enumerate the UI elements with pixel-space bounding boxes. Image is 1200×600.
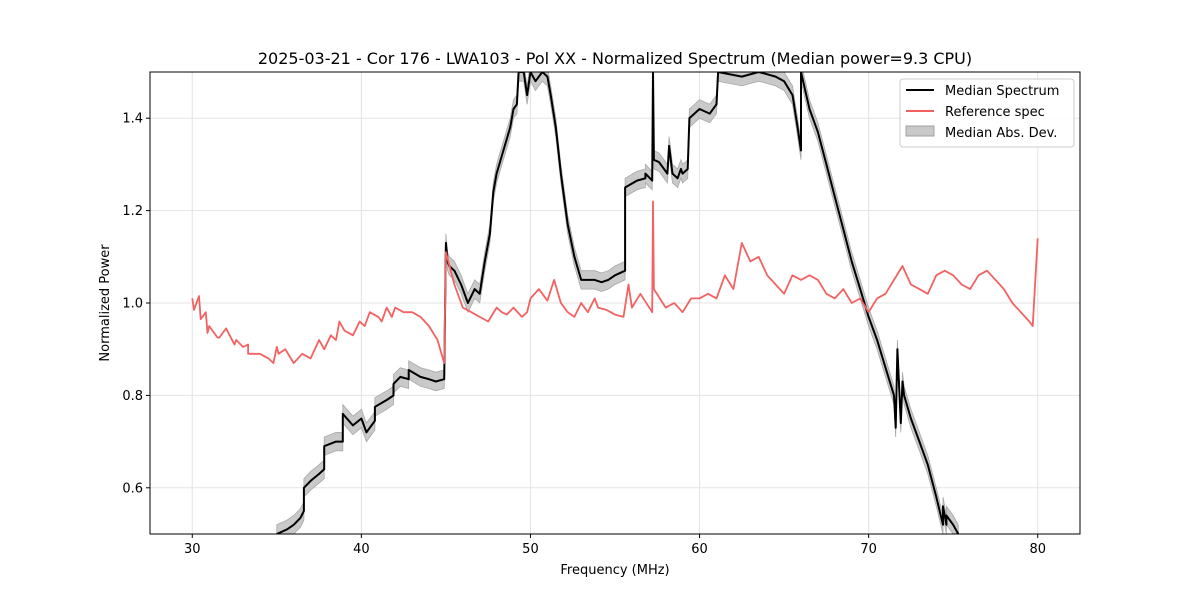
x-tick-label: 80 [1029, 542, 1046, 557]
y-tick-label: 0.6 [122, 481, 143, 496]
median-abs-dev-band [276, 72, 959, 534]
x-tick-label: 30 [184, 542, 201, 557]
x-tick-label: 70 [860, 542, 877, 557]
plot-area [191, 72, 1039, 534]
legend-mad-label: Median Abs. Dev. [945, 126, 1057, 141]
y-axis: 0.6 0.8 1.0 1.2 1.4 [122, 112, 150, 496]
y-tick-label: 1.2 [122, 204, 143, 219]
x-tick-label: 40 [353, 542, 370, 557]
y-tick-label: 1.4 [122, 112, 143, 127]
legend: Median Spectrum Reference spec Median Ab… [899, 78, 1075, 148]
legend-mad-swatch [905, 125, 935, 137]
legend-frame [899, 78, 1075, 148]
y-axis-label: Normalized Power [98, 244, 113, 362]
y-tick-label: 0.8 [122, 389, 143, 404]
x-tick-label: 50 [522, 542, 539, 557]
reference-spec-line [191, 200, 1039, 364]
median-spectrum-line [276, 72, 960, 534]
legend-median-label: Median Spectrum [945, 84, 1059, 99]
y-tick-label: 1.0 [122, 297, 143, 312]
x-axis: 30 40 50 60 70 80 [184, 534, 1046, 557]
x-axis-label: Frequency (MHz) [560, 563, 669, 578]
legend-reference-label: Reference spec [945, 105, 1045, 120]
x-tick-label: 60 [691, 542, 708, 557]
chart-title: 2025-03-21 - Cor 176 - LWA103 - Pol XX -… [258, 49, 972, 68]
